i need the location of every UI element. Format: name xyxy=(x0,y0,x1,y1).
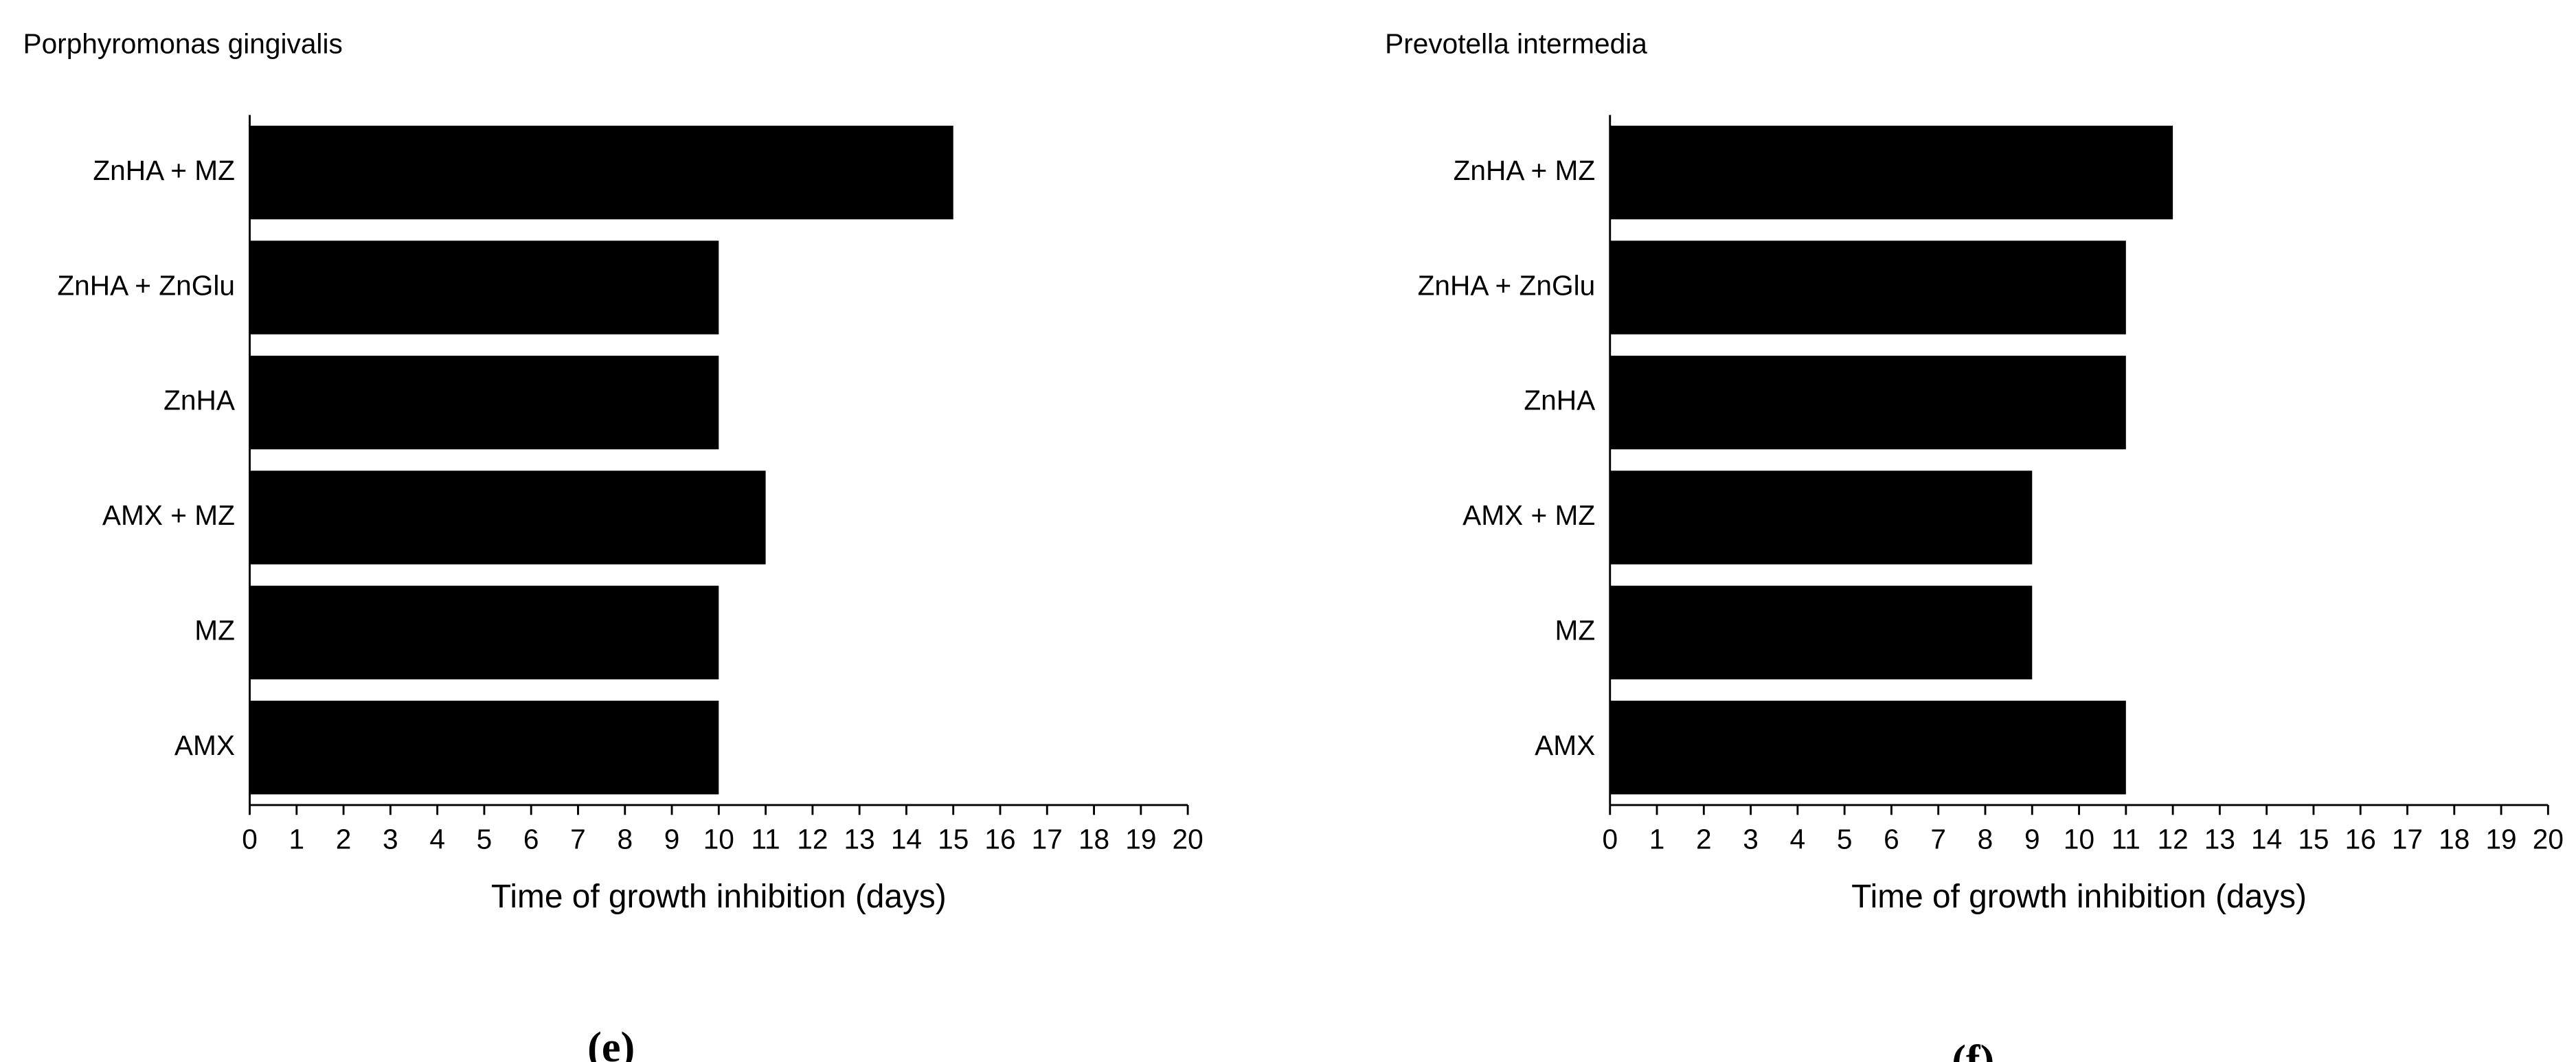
x-tick-label: 8 xyxy=(617,823,633,855)
bar xyxy=(1609,125,2173,220)
y-tick-label: MZ xyxy=(194,615,235,646)
x-tick-label: 14 xyxy=(891,823,922,855)
x-tick-label: 2 xyxy=(1696,823,1712,855)
x-tick-label: 16 xyxy=(984,823,1015,855)
bar xyxy=(249,701,719,795)
x-tick-label: 19 xyxy=(2485,823,2516,855)
y-tick-label: ZnHA xyxy=(1524,385,1596,416)
bar xyxy=(249,471,766,565)
x-tick-label: 1 xyxy=(1649,823,1665,855)
y-tick-label: ZnHA + MZ xyxy=(93,155,235,186)
x-tick-label: 17 xyxy=(2392,823,2423,855)
chart-title: Prevotella intermedia xyxy=(1385,28,1647,60)
x-tick-label: 10 xyxy=(703,823,734,855)
x-tick-label: 4 xyxy=(1790,823,1806,855)
y-tick-label: ZnHA + ZnGlu xyxy=(1418,269,1596,301)
bar xyxy=(249,585,719,679)
x-tick-label: 8 xyxy=(1978,823,1993,855)
x-tick-label: 7 xyxy=(1930,823,1946,855)
x-tick-label: 1 xyxy=(289,823,304,855)
x-tick-label: 7 xyxy=(570,823,586,855)
x-tick-label: 9 xyxy=(2024,823,2040,855)
x-tick-label: 14 xyxy=(2251,823,2282,855)
x-tick-label: 13 xyxy=(844,823,875,855)
y-tick-label: AMX xyxy=(174,730,235,761)
y-tick-label: ZnHA xyxy=(163,385,236,416)
x-tick-label: 13 xyxy=(2204,823,2235,855)
x-tick-label: 0 xyxy=(242,823,258,855)
x-tick-label: 9 xyxy=(664,823,680,855)
x-axis-label: Time of growth inhibition (days) xyxy=(1851,879,2307,915)
y-tick-label: ZnHA + ZnGlu xyxy=(57,269,235,301)
x-tick-label: 15 xyxy=(2298,823,2329,855)
x-tick-label: 17 xyxy=(1032,823,1063,855)
x-tick-label: 16 xyxy=(2345,823,2376,855)
panel-label: (f) xyxy=(1952,1037,1994,1062)
x-tick-label: 15 xyxy=(938,823,969,855)
x-tick-label: 20 xyxy=(2533,823,2564,855)
y-tick-label: AMX xyxy=(1535,730,1595,761)
x-tick-label: 5 xyxy=(477,823,493,855)
chart-title: Porphyromonas gingivalis xyxy=(23,28,342,60)
x-tick-label: 6 xyxy=(523,823,539,855)
x-tick-label: 3 xyxy=(1743,823,1759,855)
x-tick-label: 12 xyxy=(797,823,828,855)
x-tick-label: 19 xyxy=(1125,823,1156,855)
bar xyxy=(1609,240,2126,335)
x-tick-label: 18 xyxy=(1078,823,1109,855)
bar xyxy=(1609,355,2126,450)
x-axis-label: Time of growth inhibition (days) xyxy=(491,879,947,915)
y-tick-label: ZnHA + MZ xyxy=(1454,155,1596,186)
x-tick-label: 12 xyxy=(2157,823,2188,855)
bar xyxy=(249,240,719,335)
bar xyxy=(1609,585,2033,679)
panel-label: (e) xyxy=(587,1024,635,1062)
x-tick-label: 11 xyxy=(751,823,780,855)
x-tick-label: 11 xyxy=(2112,823,2140,855)
bar xyxy=(1609,701,2126,795)
x-tick-label: 2 xyxy=(336,823,352,855)
y-tick-label: MZ xyxy=(1555,615,1596,646)
bar xyxy=(249,125,953,220)
bar xyxy=(1609,471,2033,565)
x-tick-label: 20 xyxy=(1173,823,1204,855)
x-tick-label: 18 xyxy=(2439,823,2470,855)
x-tick-label: 3 xyxy=(383,823,398,855)
x-tick-label: 6 xyxy=(1884,823,1899,855)
x-tick-label: 10 xyxy=(2064,823,2094,855)
x-tick-label: 5 xyxy=(1837,823,1853,855)
x-tick-label: 0 xyxy=(1602,823,1618,855)
y-tick-label: AMX + MZ xyxy=(102,499,235,531)
y-tick-label: AMX + MZ xyxy=(1462,499,1595,531)
bar xyxy=(249,355,719,450)
x-tick-label: 4 xyxy=(429,823,445,855)
